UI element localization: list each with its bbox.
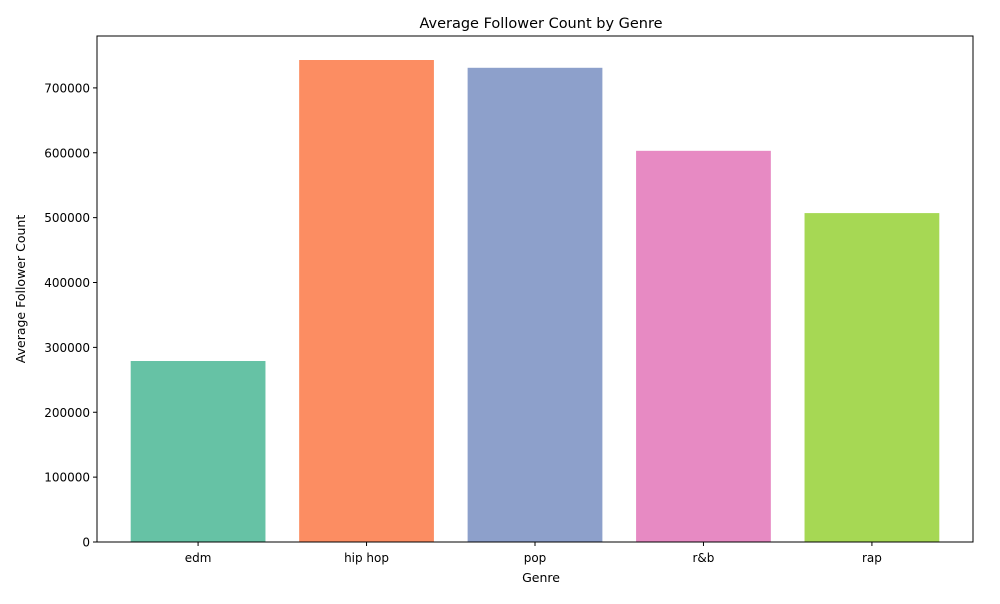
- bar-edm: [130, 361, 266, 542]
- bar-pop: [467, 67, 603, 542]
- y-tick-label: 300000: [44, 341, 90, 355]
- y-tick-label: 700000: [44, 81, 90, 95]
- chart-title: Average Follower Count by Genre: [419, 16, 662, 32]
- y-axis-label: Average Follower Count: [13, 215, 28, 364]
- y-tick-label: 600000: [44, 146, 90, 160]
- plot-frame: [96, 35, 974, 543]
- y-tick-label: 400000: [44, 276, 90, 290]
- x-axis: edm hip hop pop r&b rap: [185, 542, 882, 565]
- x-tick-label: rap: [862, 551, 882, 565]
- x-axis-label: Genre: [522, 570, 560, 585]
- x-tick-label: r&b: [693, 551, 715, 565]
- bar-hip-hop: [299, 60, 434, 542]
- y-tick-label: 0: [82, 536, 90, 550]
- x-tick-label: pop: [524, 551, 547, 565]
- y-tick-label: 200000: [44, 406, 90, 420]
- x-tick-label: edm: [185, 551, 212, 565]
- y-axis: 0 100000 200000 300000 400000 500000 600000 700…: [44, 81, 97, 550]
- y-tick-label: 500000: [44, 211, 90, 225]
- bars-group: [130, 60, 940, 542]
- y-tick-label: 100000: [44, 471, 90, 485]
- x-tick-label: hip hop: [344, 551, 389, 565]
- bar-r-b: [636, 150, 771, 542]
- bar-rap: [804, 213, 940, 542]
